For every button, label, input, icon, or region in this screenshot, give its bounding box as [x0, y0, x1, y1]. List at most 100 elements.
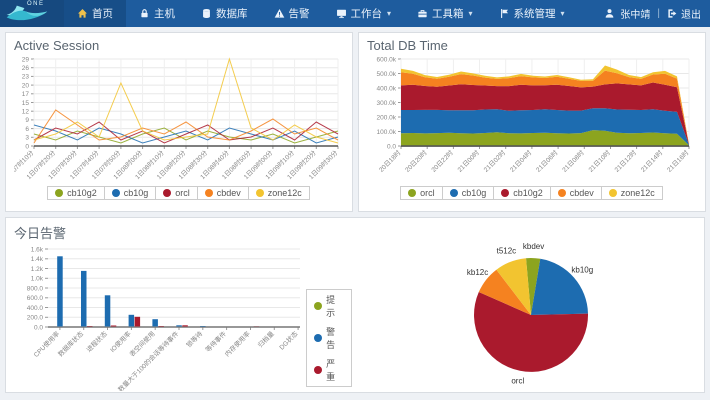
pie-label-kbdev: kbdev: [523, 243, 544, 251]
user-name[interactable]: 张中靖: [620, 10, 651, 21]
svg-text:21日08时: 21日08时: [560, 148, 586, 174]
legend-swatch: [408, 189, 417, 197]
legend-swatch: [314, 334, 323, 342]
svg-text:6: 6: [25, 126, 29, 133]
svg-text:21日02时: 21日02时: [481, 148, 507, 174]
svg-text:1.6k: 1.6k: [31, 246, 44, 253]
logout-label: 退出: [681, 10, 701, 21]
navbar-menu: 首页 主机 数据库 告警 工作台 ▾ 工具箱 ▾ 系统管理 ▾: [64, 0, 578, 27]
series-zone12c: [33, 57, 339, 144]
nav-item-databases[interactable]: 数据库: [188, 0, 261, 27]
pie-slice-kbdev[interactable]: [526, 257, 541, 315]
active_session-legend-item-cb10g[interactable]: cb10g: [103, 186, 157, 200]
total_db_time-legend-item-orcl[interactable]: orcl: [400, 186, 443, 200]
total_db_time-legend-item-cb10g2[interactable]: cb10g2: [493, 186, 551, 200]
svg-text:内存使用率: 内存使用率: [223, 329, 253, 359]
legend-swatch: [255, 189, 264, 197]
bar-严重[interactable]: [182, 325, 188, 327]
svg-text:21日00时: 21日00时: [455, 148, 481, 174]
top-navbar: ONE 首页 主机 数据库 告警 工作台 ▾ 工具箱 ▾ 系统管理 ▾ 张中靖 | 退出: [0, 0, 710, 27]
series-cbdev: [33, 109, 339, 144]
legend-label: cbdev: [569, 188, 594, 198]
series-严重: [87, 316, 260, 328]
svg-text:600.0: 600.0: [27, 295, 44, 302]
today-alarm-body: 0.0 200.0 400.0 600.0 800.0 1.0k 1.2k 1.4k 1.6k C…: [14, 243, 696, 391]
series-orcl: [401, 130, 689, 146]
total_db_time-legend-item-cb10g[interactable]: cb10g: [441, 186, 495, 200]
bar-警告[interactable]: [81, 270, 87, 327]
total-db-time-chart: 0.0 100.0k 200.0k 300.0k 400.0k 500.0k 600.0k 2…: [376, 56, 690, 174]
svg-text:20日22时: 20日22时: [429, 148, 455, 174]
bar-警告[interactable]: [176, 325, 182, 327]
series-cb10g: [33, 124, 339, 144]
nav-item-label: 主机: [154, 8, 175, 20]
today-alarm-panel: 今日告警 0.0 200.0 400.0 600.0 800.0 1.0k 1.2k 1.4k…: [5, 217, 705, 393]
logout-icon: [667, 8, 678, 19]
legend-label: 提示: [326, 295, 336, 318]
nav-item-label: 数据库: [216, 8, 248, 20]
bar-严重[interactable]: [110, 325, 117, 328]
svg-text:20日20时: 20日20时: [403, 148, 429, 174]
pie-slice-orcl[interactable]: [474, 292, 589, 372]
active_session-legend-item-cb10g2[interactable]: cb10g2: [47, 186, 105, 200]
active-session-panel: Active Session 0 3 6 9 12 15 17 20 23 26 29 1日07时10…: [5, 32, 353, 212]
svg-text:300.0k: 300.0k: [376, 100, 396, 107]
pie-slice-t512c[interactable]: [496, 258, 531, 315]
pie-label-kb10g: kb10g: [571, 265, 593, 274]
database-icon: [201, 8, 212, 19]
bar-警告[interactable]: [57, 256, 63, 327]
nav-item-toolbox[interactable]: 工具箱 ▾: [404, 0, 486, 27]
active_session-legend-item-orcl[interactable]: orcl: [155, 186, 198, 200]
nav-item-label: 工具箱: [432, 8, 464, 20]
today_alarm-legend-item-提示[interactable]: 提示: [307, 290, 351, 322]
alert-icon: [274, 8, 285, 19]
bar-警告[interactable]: [152, 319, 158, 327]
svg-text:400.0k: 400.0k: [376, 85, 396, 92]
legend-swatch: [608, 189, 617, 197]
legend-swatch: [55, 189, 64, 197]
svg-text:9: 9: [25, 117, 29, 124]
svg-text:12: 12: [22, 109, 30, 116]
today-alarm-legend: 提示 警告 严重: [306, 289, 352, 387]
app-logo[interactable]: ONE: [0, 0, 64, 27]
total_db_time-legend-item-cbdev[interactable]: cbdev: [549, 186, 602, 200]
legend-label: cb10g: [461, 188, 487, 198]
active-session-legend: cb10g2 cb10g orcl cbdev zone12c: [14, 186, 344, 200]
legend-label: cb10g: [123, 188, 149, 198]
nav-item-system-admin[interactable]: 系统管理 ▾: [486, 0, 578, 27]
bar-警告[interactable]: [104, 295, 111, 327]
svg-text:0.0: 0.0: [387, 143, 396, 150]
svg-text:归档量: 归档量: [256, 329, 277, 350]
nav-item-home[interactable]: 首页: [64, 0, 126, 27]
nav-item-alerts[interactable]: 告警: [261, 0, 323, 27]
logout-button[interactable]: 退出: [667, 6, 701, 21]
active_session-legend-item-cbdev[interactable]: cbdev: [196, 186, 249, 200]
legend-label: cb10g2: [67, 188, 97, 198]
today_alarm-legend-item-严重[interactable]: 严重: [307, 354, 351, 386]
bar-警告[interactable]: [128, 314, 135, 327]
svg-text:21日04时: 21日04时: [508, 148, 534, 174]
svg-text:0: 0: [25, 143, 29, 150]
nav-item-hosts[interactable]: 主机: [126, 0, 188, 27]
nav-item-workbench[interactable]: 工作台 ▾: [323, 0, 405, 27]
bar-严重[interactable]: [134, 316, 141, 327]
legend-swatch: [449, 189, 458, 197]
top-row: Active Session 0 3 6 9 12 15 17 20 23 26 29 1日07时10…: [5, 32, 706, 212]
svg-text:数据库状态: 数据库状态: [56, 329, 86, 359]
series-cb10g: [401, 108, 689, 146]
nav-item-label: 首页: [92, 8, 113, 20]
svg-text:3: 3: [25, 135, 29, 142]
svg-text:200.0k: 200.0k: [376, 114, 396, 121]
swan-logo-icon: [6, 5, 48, 20]
svg-text:21日10时: 21日10时: [586, 148, 612, 174]
svg-text:17: 17: [22, 91, 30, 98]
today_alarm-legend-item-警告[interactable]: 警告: [307, 322, 351, 354]
divider: |: [657, 8, 660, 19]
svg-text:800.0: 800.0: [27, 285, 44, 292]
pie-slice-kb12c[interactable]: [478, 269, 531, 315]
legend-swatch: [314, 302, 323, 310]
total_db_time-legend-item-zone12c[interactable]: zone12c: [600, 186, 663, 200]
pie-label-kb12c: kb12c: [467, 268, 488, 277]
pie-slice-kb10g[interactable]: [531, 258, 588, 315]
active_session-legend-item-zone12c[interactable]: zone12c: [247, 186, 310, 200]
